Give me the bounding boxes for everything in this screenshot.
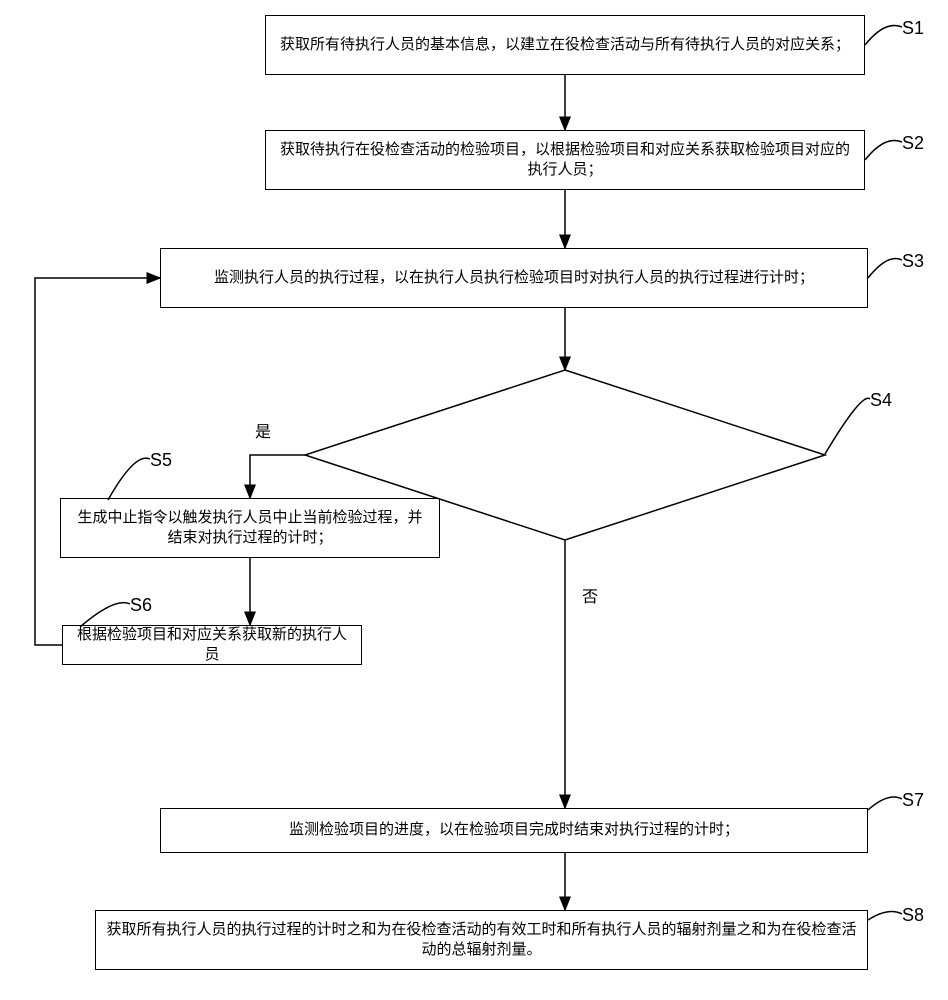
node-s8: 获取所有执行人员的执行过程的计时之和为在役检查活动的有效工时和所有执行人员的辐射… xyxy=(95,910,868,970)
node-s3-text: 监测执行人员的执行过程，以在执行人员执行检验项目时对执行人员的执行过程进行计时； xyxy=(214,268,814,288)
node-s3: 监测执行人员的执行过程，以在执行人员执行检验项目时对执行人员的执行过程进行计时； xyxy=(160,248,868,308)
node-s2-text: 获取待执行在役检查活动的检验项目，以根据检验项目和对应关系获取检验项目对应的执行… xyxy=(276,140,854,181)
node-s1: 获取所有待执行人员的基本信息，以建立在役检查活动与所有待执行人员的对应关系； xyxy=(265,15,865,75)
arrows-group xyxy=(35,75,565,910)
tag-s5: S5 xyxy=(150,450,172,471)
node-s2: 获取待执行在役检查活动的检验项目，以根据检验项目和对应关系获取检验项目对应的执行… xyxy=(265,130,865,190)
node-s1-text: 获取所有待执行人员的基本信息，以建立在役检查活动与所有待执行人员的对应关系； xyxy=(280,35,850,55)
edge-label-no: 否 xyxy=(582,583,598,607)
node-s7: 监测检验项目的进度，以在检验项目完成时结束对执行过程的计时； xyxy=(160,808,868,853)
tag-s8: S8 xyxy=(902,905,924,926)
flowchart-canvas: 获取所有待执行人员的基本信息，以建立在役检查活动与所有待执行人员的对应关系； S… xyxy=(0,0,948,1000)
node-s5: 生成中止指令以触发执行人员中止当前检验过程，并结束对执行过程的计时； xyxy=(60,498,440,558)
node-s6: 根据检验项目和对应关系获取新的执行人员 xyxy=(62,625,362,665)
tag-s1: S1 xyxy=(902,18,924,39)
node-s6-text: 根据检验项目和对应关系获取新的执行人员 xyxy=(73,625,351,666)
tag-s3: S3 xyxy=(902,251,924,272)
edge-label-yes: 是 xyxy=(255,418,271,442)
node-s5-text: 生成中止指令以触发执行人员中止当前检验过程，并结束对执行过程的计时； xyxy=(71,508,429,549)
tag-s4: S4 xyxy=(870,390,892,411)
node-s4-text: 监测执行人员的辐射剂量，以获取执行人员的当日辐射剂量，判断当日辐射剂量是否超出第… xyxy=(420,415,710,476)
tag-s6: S6 xyxy=(130,595,152,616)
tag-s2: S2 xyxy=(902,133,924,154)
node-s8-text: 获取所有执行人员的执行过程的计时之和为在役检查活动的有效工时和所有执行人员的辐射… xyxy=(106,920,857,961)
tag-s7: S7 xyxy=(902,790,924,811)
node-s7-text: 监测检验项目的进度，以在检验项目完成时结束对执行过程的计时； xyxy=(289,820,739,840)
